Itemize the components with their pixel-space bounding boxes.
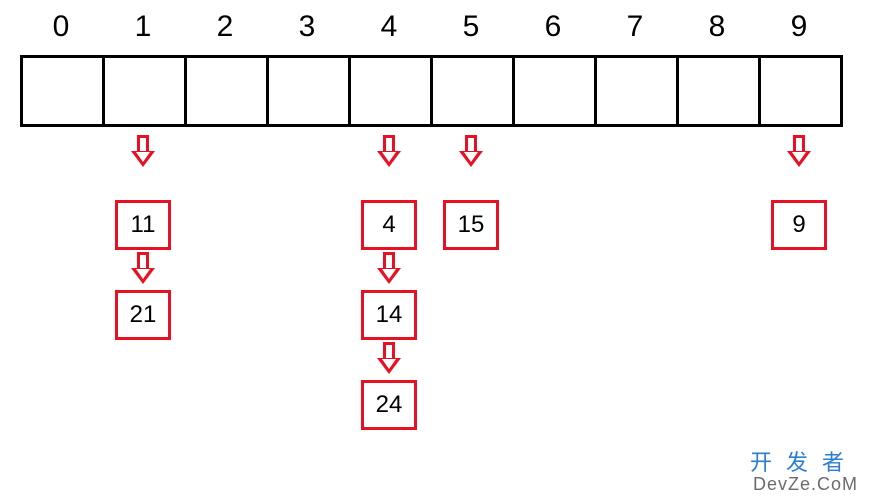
bucket-cell (20, 55, 105, 127)
chain-node: 4 (361, 200, 417, 250)
bucket-index-label: 1 (102, 10, 184, 44)
chain-node: 15 (443, 200, 499, 250)
watermark-cn: 开发者 (750, 451, 858, 475)
bucket-cell (184, 55, 269, 127)
bucket-index-label: 4 (348, 10, 430, 44)
hash-table-diagram: 0123456789 112141424159 开发者 DevZe.CoM (0, 0, 870, 503)
watermark: 开发者 DevZe.CoM (750, 451, 858, 495)
bucket-index-label: 8 (676, 10, 758, 44)
bucket-index-label: 3 (266, 10, 348, 44)
bucket-cell (348, 55, 433, 127)
bucket-cell (102, 55, 187, 127)
chain-node: 14 (361, 290, 417, 340)
bucket-index-label: 6 (512, 10, 594, 44)
bucket-cell (266, 55, 351, 127)
bucket-cell (594, 55, 679, 127)
bucket-cell (512, 55, 597, 127)
chain-node: 24 (361, 380, 417, 430)
bucket-index-label: 9 (758, 10, 840, 44)
chain-node: 21 (115, 290, 171, 340)
bucket-index-label: 2 (184, 10, 266, 44)
bucket-cell (758, 55, 843, 127)
chain-node: 11 (115, 200, 171, 250)
watermark-en: DevZe.CoM (750, 475, 858, 495)
bucket-index-label: 5 (430, 10, 512, 44)
bucket-index-label: 0 (20, 10, 102, 44)
bucket-cell (430, 55, 515, 127)
bucket-cell (676, 55, 761, 127)
bucket-index-label: 7 (594, 10, 676, 44)
chain-node: 9 (771, 200, 827, 250)
